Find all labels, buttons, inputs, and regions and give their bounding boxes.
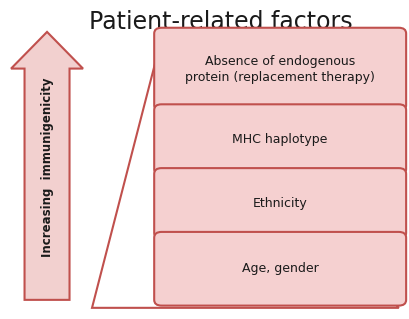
Text: Absence of endogenous
protein (replacement therapy): Absence of endogenous protein (replaceme… (185, 55, 375, 84)
Text: Patient-related factors: Patient-related factors (89, 10, 353, 33)
FancyBboxPatch shape (154, 232, 406, 306)
Text: Age, gender: Age, gender (242, 262, 319, 275)
Text: MHC haplotype: MHC haplotype (232, 133, 328, 146)
Text: Ethnicity: Ethnicity (253, 197, 308, 210)
FancyBboxPatch shape (154, 168, 406, 239)
FancyBboxPatch shape (154, 104, 406, 175)
Text: Increasing  immunigenicity: Increasing immunigenicity (40, 78, 54, 257)
FancyBboxPatch shape (154, 28, 406, 111)
Polygon shape (11, 32, 83, 300)
